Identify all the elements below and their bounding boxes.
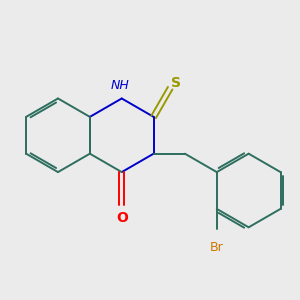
Text: S: S — [171, 76, 181, 90]
Text: O: O — [116, 211, 128, 225]
Text: NH: NH — [110, 79, 129, 92]
Text: Br: Br — [210, 241, 224, 254]
